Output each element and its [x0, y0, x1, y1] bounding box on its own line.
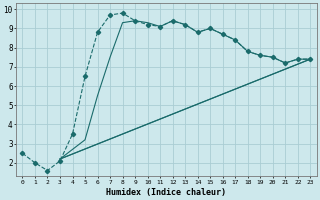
- X-axis label: Humidex (Indice chaleur): Humidex (Indice chaleur): [106, 188, 226, 197]
